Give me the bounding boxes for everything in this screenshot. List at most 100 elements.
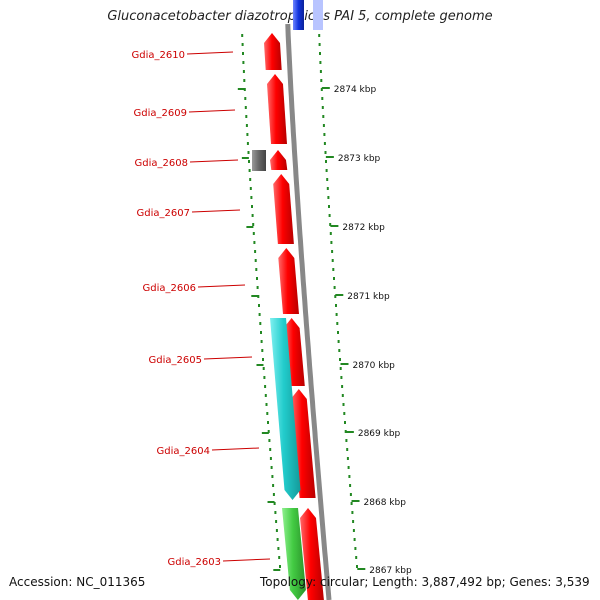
track-dot (273, 502, 276, 505)
track-dot (247, 151, 250, 154)
scale-label: 2869 kbp (358, 429, 401, 439)
track-dot (258, 304, 260, 307)
track-dot (326, 178, 329, 181)
track-dot (251, 214, 254, 217)
track-dot (341, 385, 344, 388)
track-dot (323, 133, 326, 136)
track-dot (248, 160, 250, 163)
track-dot (335, 304, 337, 307)
scale-tick (237, 88, 245, 90)
track-dot (331, 259, 334, 262)
scale-tick (330, 225, 339, 227)
track-dot (335, 313, 338, 316)
track-dot (249, 187, 252, 190)
track-dot (276, 538, 279, 541)
track-dot (252, 232, 255, 235)
scale-label: 2871 kbp (347, 292, 390, 302)
track-dot (250, 196, 253, 199)
gene-arrow-forward (290, 389, 316, 498)
track-dot (325, 160, 327, 163)
gene-arrow-reverse (270, 318, 301, 500)
track-dot (272, 484, 275, 487)
scale-tick (256, 364, 264, 366)
scale-label: 2870 kbp (352, 361, 395, 371)
track-dot (321, 97, 324, 100)
scale-tick (251, 295, 259, 297)
track-dot (241, 43, 244, 46)
track-dot (343, 412, 346, 415)
scale-tick (246, 226, 254, 228)
topology-text: Topology: circular; Length: 3,887,492 bp… (260, 575, 590, 589)
track-dot (254, 250, 257, 253)
track-dot (259, 322, 262, 325)
track-dot (262, 367, 265, 370)
gene-arrow-forward (273, 174, 294, 244)
track-dot (319, 52, 321, 55)
track-dot (329, 232, 332, 235)
track-dot (351, 511, 354, 514)
track-dot (275, 520, 278, 523)
gene-arrow-forward (270, 150, 288, 170)
track-dot (325, 169, 328, 172)
track-dot (352, 520, 355, 523)
track-dot (337, 331, 339, 334)
track-dot (329, 223, 332, 226)
track-dot (265, 403, 268, 406)
track-dot (346, 457, 349, 460)
track-dot (267, 430, 270, 433)
track-dot (320, 79, 323, 82)
track-dot (319, 61, 322, 64)
track-dot (340, 376, 343, 379)
gene-arrow-forward (267, 74, 287, 144)
track-dot (327, 196, 330, 199)
scale-tick (335, 294, 344, 296)
track-dot (277, 547, 280, 550)
track-dot (350, 502, 353, 505)
track-dot (241, 34, 244, 37)
scale-tick (273, 569, 281, 571)
track-dot (244, 106, 247, 109)
track-dot (264, 385, 267, 388)
track-dot (245, 124, 248, 127)
track-dot (339, 367, 342, 370)
track-dot (349, 493, 352, 496)
scale-tick (321, 87, 330, 89)
track-dot (271, 475, 274, 478)
genome-backbone (285, 23, 332, 600)
track-dot (260, 340, 263, 343)
track-dot (338, 349, 341, 352)
gene-arrow-reverse (282, 508, 306, 600)
scale-label: 2868 kbp (364, 498, 407, 508)
scale-tick (261, 432, 269, 434)
track-dot (330, 241, 333, 244)
track-dot (322, 124, 325, 127)
track-dot (333, 286, 336, 289)
top-blue-feature (293, 0, 304, 30)
track-dot (278, 556, 281, 559)
track-dot (263, 376, 266, 379)
gene-label: Gdia_2607 (137, 208, 190, 219)
track-dot (356, 565, 358, 568)
track-dot (260, 331, 262, 334)
track-dot (253, 241, 256, 244)
track-dot (349, 484, 352, 487)
track-dot (242, 52, 244, 55)
track-dot (336, 322, 339, 325)
scale-tick (345, 431, 354, 433)
track-dot (346, 448, 349, 451)
gene-label: Gdia_2608 (135, 158, 188, 169)
track-dot (244, 97, 247, 100)
track-dot (251, 205, 253, 208)
track-dot (320, 88, 323, 91)
track-dot (354, 547, 357, 550)
track-dot (348, 475, 351, 478)
track-dot (246, 142, 249, 145)
track-dot (324, 151, 327, 154)
track-dot (266, 412, 269, 415)
label-leader-line (188, 109, 236, 113)
track-dot (318, 43, 321, 46)
gene-label: Gdia_2610 (132, 50, 185, 61)
track-dot (347, 466, 350, 469)
track-dot (275, 529, 278, 532)
